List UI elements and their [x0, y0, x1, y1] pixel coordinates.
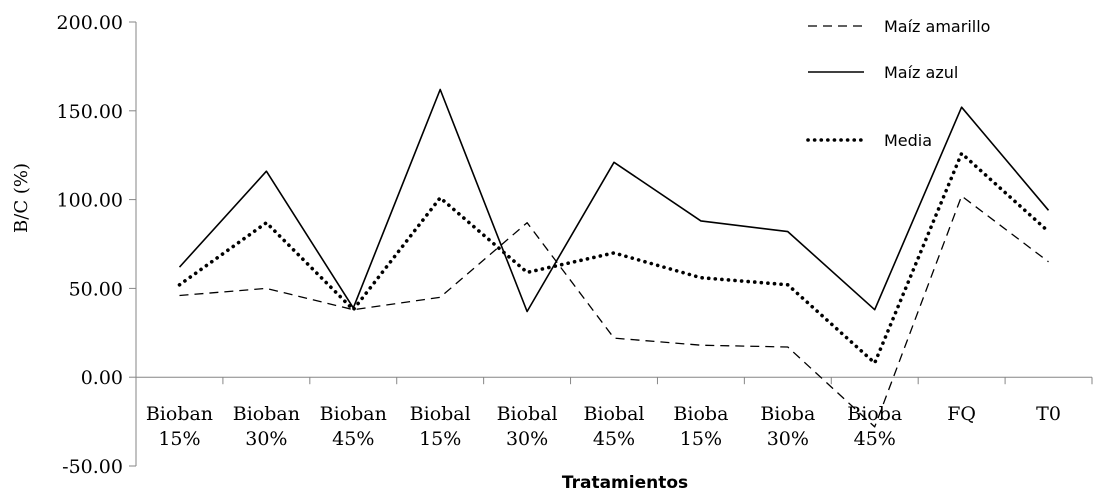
y-tick-label: 0.00 [81, 367, 123, 389]
legend: Maíz amarillo Maíz azul Media [806, 17, 990, 150]
x-tick-label: Bioban 15% [146, 403, 213, 450]
x-tick-label: Bioba 15% [673, 403, 728, 450]
series-line-dashed [179, 195, 1049, 428]
legend-label: Maíz amarillo [884, 17, 990, 36]
x-tick-label: FQ [947, 403, 976, 425]
x-tick-label: Biobal 30% [497, 403, 558, 450]
series-line-solid [178, 88, 1050, 313]
y-tick-label: 50.00 [69, 278, 123, 300]
legend-label: Media [884, 131, 932, 150]
axes: -50.00 0.00 50.00 100.00 150.00 200.00 Bioban 1… [57, 12, 1093, 478]
y-tick-label: 100.00 [57, 190, 123, 212]
x-tick-label: Bioban 45% [320, 403, 387, 450]
x-tick-label: Bioba 30% [760, 403, 815, 450]
x-tick-label: Bioba 45% [847, 403, 902, 450]
x-tick-label: T0 [1036, 403, 1061, 425]
x-axis-label: Tratamientos [562, 473, 688, 493]
x-tick-label: Biobal 45% [583, 403, 644, 450]
y-tick-label: -50.00 [62, 456, 123, 478]
y-axis-label: B/C (%) [11, 163, 32, 233]
series-line-dotted [177, 151, 1051, 365]
legend-label: Maíz azul [884, 63, 958, 82]
x-tick-label: Biobal 15% [410, 403, 471, 450]
y-tick-label: 150.00 [57, 101, 123, 123]
series-layer [177, 88, 1051, 428]
x-tick-label: Bioban 30% [233, 403, 300, 450]
y-tick-label: 200.00 [57, 12, 123, 34]
